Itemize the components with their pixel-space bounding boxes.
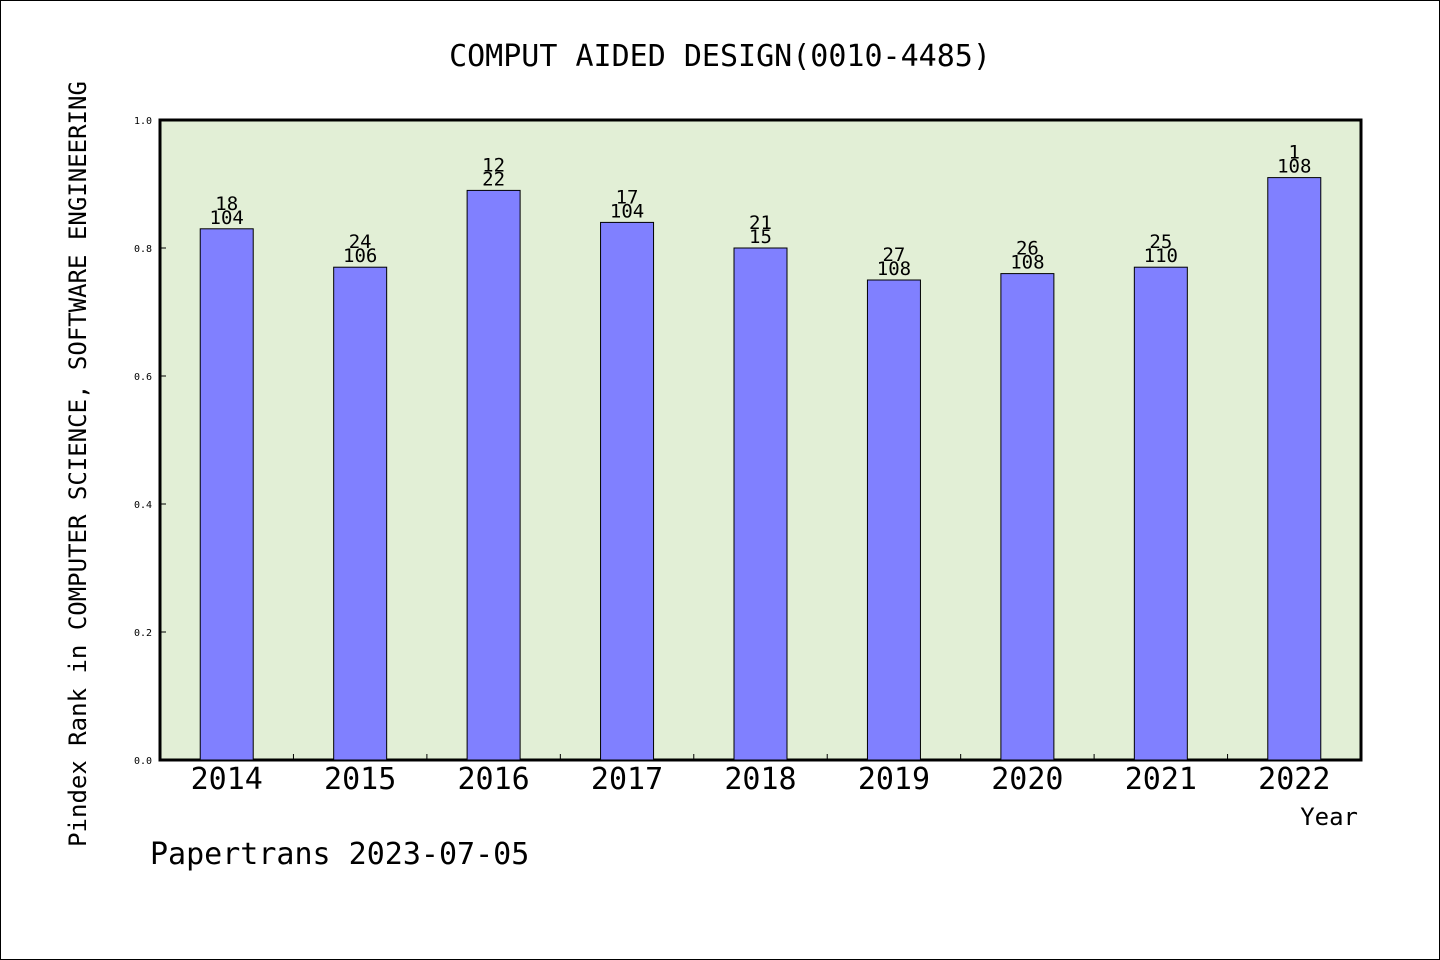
bar-label-top: 18 xyxy=(215,193,238,215)
bar xyxy=(466,189,521,761)
x-axis-label: Year xyxy=(1300,803,1358,831)
bar xyxy=(1133,266,1188,761)
bar-label-bottom: 110 xyxy=(1144,245,1178,267)
bar xyxy=(600,221,655,761)
x-tick-label: 2021 xyxy=(1125,762,1197,797)
bar xyxy=(733,247,788,761)
bar xyxy=(1267,177,1322,761)
x-axis-ticks: 2014 2015 2016 2017 2018 2019 2020 2021 2022 xyxy=(191,754,1330,797)
x-tick-label: 2020 xyxy=(991,762,1063,797)
x-tick-label: 2019 xyxy=(858,762,930,797)
bar xyxy=(333,266,388,761)
bar xyxy=(866,279,921,761)
y-tick-label: 0.4 xyxy=(134,500,152,511)
bar-label-bottom: 15 xyxy=(749,226,772,248)
footer-text: Papertrans 2023-07-05 xyxy=(150,837,529,872)
bar-label-bottom: 104 xyxy=(210,207,244,229)
bar-label-bottom: 104 xyxy=(610,200,644,222)
x-tick-label: 2018 xyxy=(724,762,796,797)
y-tick-label: 0.0 xyxy=(134,756,152,767)
x-tick-label: 2016 xyxy=(457,762,529,797)
chart-title: COMPUT AIDED DESIGN(0010-4485) xyxy=(449,39,991,74)
bar-label-top: 1 xyxy=(1289,142,1300,164)
bar-label-top: 21 xyxy=(749,212,772,234)
bar xyxy=(1000,273,1055,761)
bar-label-bottom: 108 xyxy=(1277,156,1311,178)
bar-label-top: 24 xyxy=(349,231,372,253)
y-tick-label: 0.6 xyxy=(134,372,152,383)
bar-label-bottom: 106 xyxy=(343,245,377,267)
x-tick-label: 2014 xyxy=(191,762,263,797)
y-axis-label: Pindex Rank in COMPUTER SCIENCE, SOFTWAR… xyxy=(64,81,92,847)
bar-label-top: 27 xyxy=(882,244,905,266)
bar-label-top: 26 xyxy=(1016,238,1039,260)
y-axis-ticks: 0.0 0.2 0.4 0.6 0.8 1.0 xyxy=(134,116,166,767)
x-tick-label: 2017 xyxy=(591,762,663,797)
bar-label-top: 17 xyxy=(616,186,639,208)
bar-label-top: 12 xyxy=(482,154,505,176)
y-tick-label: 0.8 xyxy=(134,244,152,255)
bar-label-bottom: 108 xyxy=(1010,252,1044,274)
y-tick-label: 0.2 xyxy=(134,628,152,639)
bar-label-bottom: 22 xyxy=(482,168,505,190)
bar xyxy=(199,228,254,761)
x-tick-label: 2022 xyxy=(1258,762,1330,797)
bar-label-top: 25 xyxy=(1149,231,1172,253)
bar-label-bottom: 108 xyxy=(877,258,911,280)
x-tick-label: 2015 xyxy=(324,762,396,797)
y-tick-label: 1.0 xyxy=(134,116,152,127)
